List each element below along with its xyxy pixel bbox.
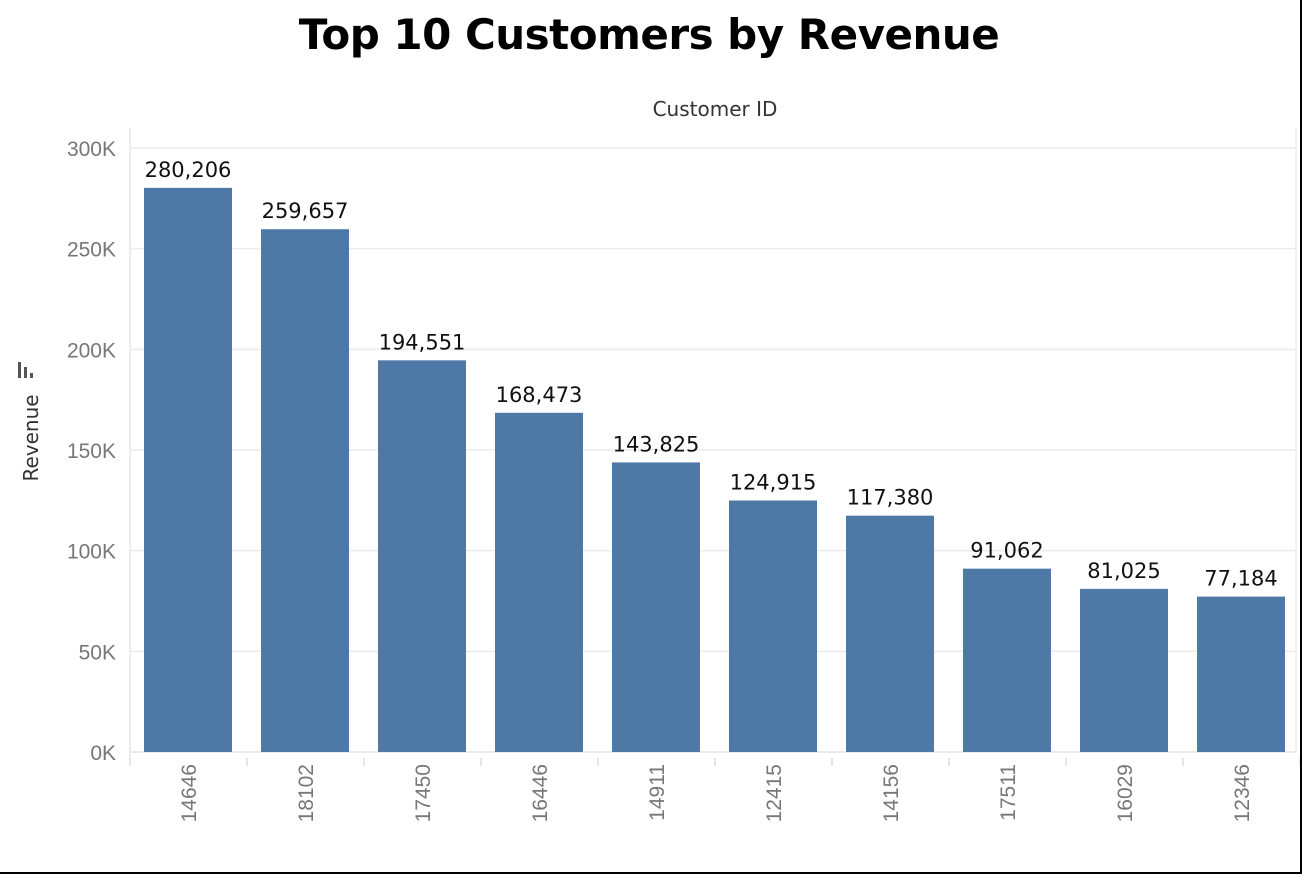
data-label: 91,062 bbox=[970, 539, 1043, 563]
x-axis-title: Customer ID bbox=[653, 97, 778, 121]
y-axis-title: Revenue bbox=[19, 394, 43, 481]
sort-icon[interactable] bbox=[18, 362, 33, 378]
bars bbox=[144, 187, 1285, 753]
y-tick-label: 0K bbox=[90, 742, 116, 765]
data-label: 117,380 bbox=[847, 486, 934, 510]
sort-icon-bar bbox=[30, 373, 33, 378]
data-labels: 280,206 259,657 194,551 168,473 143,825 124,9… bbox=[145, 158, 1278, 591]
sort-icon-bar bbox=[24, 367, 27, 378]
chart-title: Top 10 Customers by Revenue bbox=[298, 10, 1000, 59]
bar-14646[interactable] bbox=[144, 187, 232, 752]
data-label: 77,184 bbox=[1204, 567, 1277, 591]
x-tick-label: 18102 bbox=[295, 764, 318, 822]
y-tick-label: 150K bbox=[67, 440, 116, 463]
y-tick-label: 50K bbox=[79, 641, 116, 664]
x-tick-label: 12415 bbox=[763, 764, 786, 822]
bar-16446[interactable] bbox=[495, 412, 583, 752]
x-tick-label: 14646 bbox=[178, 764, 201, 822]
y-axis-ticks: 0K 50K 100K 150K 200K 250K 300K bbox=[67, 138, 116, 765]
bar-14911[interactable] bbox=[612, 462, 700, 752]
data-label: 124,915 bbox=[730, 471, 817, 495]
x-tick-label: 14156 bbox=[880, 764, 903, 822]
y-tick-label: 250K bbox=[67, 239, 116, 262]
bar-17450[interactable] bbox=[378, 360, 466, 752]
data-label: 143,825 bbox=[613, 432, 700, 456]
x-axis-ticks: 14646 18102 17450 16446 14911 12415 14156 17511… bbox=[129, 758, 1300, 822]
data-label: 194,551 bbox=[379, 330, 466, 354]
bar-16029[interactable] bbox=[1080, 588, 1168, 752]
x-tick-label: 17450 bbox=[412, 764, 435, 822]
data-label: 280,206 bbox=[145, 158, 232, 182]
data-label: 81,025 bbox=[1087, 559, 1160, 583]
y-tick-label: 200K bbox=[67, 339, 116, 362]
x-tick-label: 16029 bbox=[1114, 764, 1137, 822]
x-tick-label: 14911 bbox=[646, 764, 669, 821]
x-tick-label: 16446 bbox=[529, 764, 552, 822]
x-tick-label: 17511 bbox=[997, 764, 1020, 821]
y-tick-label: 300K bbox=[67, 138, 116, 161]
data-label: 168,473 bbox=[496, 383, 583, 407]
bar-12346[interactable] bbox=[1197, 596, 1285, 752]
bar-17511[interactable] bbox=[963, 568, 1051, 752]
bar-12415[interactable] bbox=[729, 500, 817, 752]
data-label: 259,657 bbox=[262, 199, 349, 223]
sort-icon-bar bbox=[18, 362, 21, 378]
x-tick-label: 12346 bbox=[1231, 764, 1254, 822]
y-tick-label: 100K bbox=[67, 541, 116, 564]
bar-14156[interactable] bbox=[846, 515, 934, 752]
bar-18102[interactable] bbox=[261, 229, 349, 753]
